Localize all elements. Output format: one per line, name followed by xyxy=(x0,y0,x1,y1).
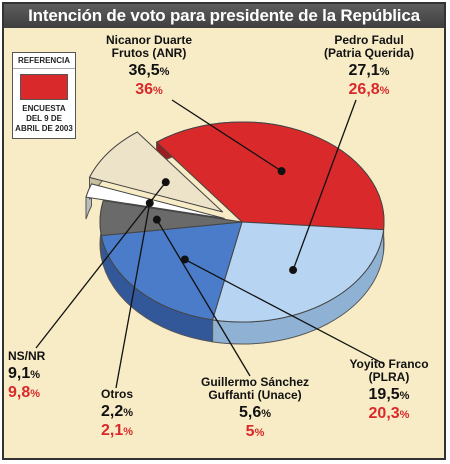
label-nicanor: Nicanor Duarte Frutos (ANR) 36,5% 36% xyxy=(84,34,214,100)
label-nsnr-previous: 9,8 xyxy=(8,384,31,401)
reference-swatch xyxy=(20,74,68,100)
slice-fadul-leader-dot xyxy=(289,266,298,275)
label-franco-current-unit: % xyxy=(399,390,410,402)
label-sanchez-name-1: Guillermo Sánchez xyxy=(200,375,310,389)
label-nicanor-name-1: Nicanor Duarte xyxy=(105,33,193,47)
label-nicanor-name-2: Frutos (ANR) xyxy=(111,46,187,60)
label-otros-current-unit: % xyxy=(123,407,134,419)
label-fadul: Pedro Fadul (Patria Querida) 27,1% 26,8% xyxy=(309,34,429,100)
label-fadul-name-1: Pedro Fadul xyxy=(334,33,404,47)
label-otros-name-1: Otros xyxy=(100,387,133,401)
label-sanchez: Guillermo Sánchez Guffanti (Unace) 5,6% … xyxy=(192,376,318,442)
slice-sanchez-leader xyxy=(156,219,251,377)
label-franco-previous-unit: % xyxy=(399,409,410,421)
label-franco-previous: 20,3 xyxy=(368,405,400,422)
label-nicanor-previous-unit: % xyxy=(153,85,163,97)
label-fadul-previous: 26,8 xyxy=(348,81,380,98)
label-otros-previous-unit: % xyxy=(123,426,134,438)
label-sanchez-current: 5,6 xyxy=(238,404,262,421)
chart-title: Intención de voto para presidente de la … xyxy=(4,4,444,28)
label-nicanor-previous: 36 xyxy=(135,81,153,98)
slice-nsnr-leader xyxy=(35,181,167,349)
slice-nicanor-leader xyxy=(171,99,282,172)
label-fadul-name-2: (Patria Querida) xyxy=(323,46,415,60)
slice-nicanor-leader-dot xyxy=(277,167,286,176)
label-sanchez-current-unit: % xyxy=(261,408,272,420)
label-nsnr-name-1: NS/NR xyxy=(8,349,46,363)
label-franco: Yoyito Franco (PLRA) 19,5% 20,3% xyxy=(339,358,439,424)
label-fadul-current-unit: % xyxy=(379,66,390,78)
label-nsnr-previous-unit: % xyxy=(30,388,41,400)
label-franco-name-1: Yoyito Franco xyxy=(349,357,429,371)
slice-franco xyxy=(100,221,243,321)
slice-franco-leader xyxy=(184,258,385,365)
label-nicanor-current-unit: % xyxy=(159,66,170,78)
slice-fadul xyxy=(211,221,385,323)
label-sanchez-previous: 5 xyxy=(245,423,255,440)
reference-legend: REFERENCIA ENCUESTA DEL 9 DE ABRIL DE 20… xyxy=(12,52,76,139)
reference-text: ENCUESTA DEL 9 DE ABRIL DE 2003 xyxy=(15,104,73,133)
slice-nicanor xyxy=(155,121,385,231)
reference-heading: REFERENCIA xyxy=(13,53,75,69)
label-nicanor-current: 36,5 xyxy=(128,62,160,79)
label-franco-current: 19,5 xyxy=(368,386,400,403)
label-nsnr: NS/NR 9,1% 9,8% xyxy=(8,350,66,403)
slice-sanchez xyxy=(99,200,243,237)
label-sanchez-name-2: Guffanti (Unace) xyxy=(208,388,302,402)
slice-otros-leader xyxy=(115,202,151,389)
label-nsnr-current-unit: % xyxy=(30,369,41,381)
slice-nsnr xyxy=(88,131,224,213)
label-sanchez-previous-unit: % xyxy=(254,427,265,439)
label-otros: Otros 2,2% 2,1% xyxy=(82,388,152,441)
slice-sanchez-leader-dot xyxy=(152,215,161,224)
label-nsnr-current: 9,1 xyxy=(8,365,31,382)
chart-frame: Intención de voto para presidente de la … xyxy=(2,2,446,460)
label-fadul-current: 27,1 xyxy=(348,62,380,79)
label-otros-previous: 2,1 xyxy=(100,422,124,439)
slice-franco-leader-dot xyxy=(180,255,189,264)
slice-nsnr-leader-dot xyxy=(161,178,170,187)
slice-fadul-leader xyxy=(292,99,357,271)
label-franco-name-2: (PLRA) xyxy=(368,370,410,384)
label-otros-current: 2,2 xyxy=(100,403,124,420)
pie-chart xyxy=(35,99,385,389)
label-fadul-previous-unit: % xyxy=(379,85,390,97)
slice-otros xyxy=(85,183,225,219)
